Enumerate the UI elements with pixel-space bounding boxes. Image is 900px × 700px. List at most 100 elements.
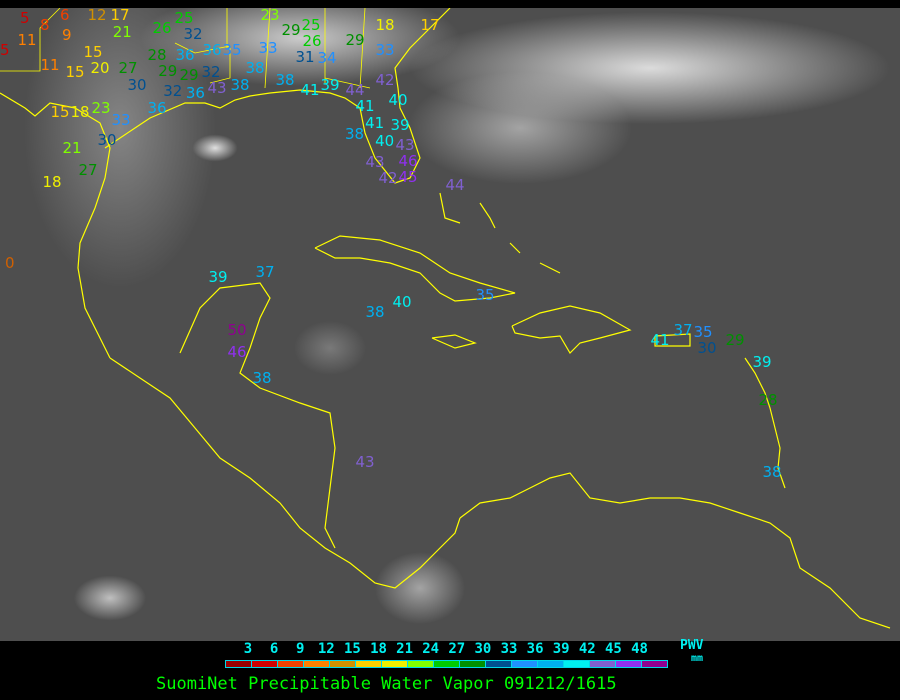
us-gulf-coast-east xyxy=(104,8,451,184)
legend-swatch xyxy=(512,661,538,667)
station-pwv-value: 35 xyxy=(693,322,713,341)
station-pwv-value: 17 xyxy=(420,15,440,34)
station-pwv-value: 26 xyxy=(302,31,322,50)
station-pwv-value: 42 xyxy=(375,70,395,89)
legend-swatch xyxy=(330,661,356,667)
central-america xyxy=(109,357,461,589)
station-pwv-value: 45 xyxy=(398,167,418,186)
station-pwv-value: 18 xyxy=(375,15,395,34)
station-pwv-value: 43 xyxy=(395,135,415,154)
station-pwv-value: 38 xyxy=(230,75,250,94)
station-pwv-value: 21 xyxy=(62,138,82,157)
station-pwv-value: 21 xyxy=(112,22,132,41)
station-pwv-value: 35 xyxy=(222,40,242,59)
legend-tick-label: 18 xyxy=(370,641,387,657)
station-pwv-value: 37 xyxy=(673,320,693,339)
station-pwv-value: 32 xyxy=(163,81,183,100)
south-america-coast xyxy=(459,472,891,629)
legend-swatch xyxy=(564,661,590,667)
station-pwv-value: 30 xyxy=(697,338,717,357)
legend-tick-label: 21 xyxy=(396,641,414,657)
caption: SuomiNet Precipitable Water Vapor 091212… xyxy=(156,674,617,694)
station-pwv-value: 38 xyxy=(365,302,385,321)
station-pwv-value: 15 xyxy=(50,102,70,121)
station-pwv-value: 42 xyxy=(378,168,398,187)
station-pwv-value: 23 xyxy=(260,8,280,24)
station-pwv-value: 27 xyxy=(118,58,138,77)
legend-swatch xyxy=(616,661,642,667)
legend-tick-label: 42 xyxy=(578,641,596,657)
station-pwv-value: 36 xyxy=(147,98,167,117)
legend-swatch xyxy=(408,661,434,667)
legend-swatch xyxy=(434,661,460,667)
station-pwv-value: 33 xyxy=(375,40,395,59)
legend-tick-label: 15 xyxy=(343,641,361,657)
state-borders xyxy=(0,8,371,89)
station-pwv-value: 26 xyxy=(152,18,172,37)
legend-swatch xyxy=(590,661,616,667)
station-pwv-value: 17 xyxy=(110,8,130,24)
legend-swatch xyxy=(356,661,382,667)
legend-unit-label: PWV xyxy=(680,638,704,653)
station-pwv-value: 11 xyxy=(40,55,60,74)
legend-unit-mm: mm xyxy=(691,653,704,664)
station-pwv-value: 40 xyxy=(392,292,412,311)
station-pwv-value: 43 xyxy=(355,452,375,471)
station-pwv-value: 39 xyxy=(752,352,772,371)
coastlines xyxy=(0,8,891,629)
station-pwv-value: 0 xyxy=(5,253,15,272)
legend-tick-label: 39 xyxy=(552,641,570,657)
station-pwv-value: 9 xyxy=(62,25,72,44)
station-pwv-value: 25 xyxy=(301,15,321,34)
station-pwv-value: 38 xyxy=(252,368,272,387)
hispaniola xyxy=(511,305,632,354)
station-pwv-value: 29 xyxy=(281,20,301,39)
legend-swatch xyxy=(226,661,252,667)
station-pwv-value: 12 xyxy=(87,8,107,24)
cuba xyxy=(314,235,516,302)
legend-tick-label: 24 xyxy=(422,641,440,657)
station-pwv-value: 6 xyxy=(60,8,70,24)
legend-tick-label: 30 xyxy=(474,641,492,657)
legend-tick-label: 45 xyxy=(604,641,622,657)
station-pwv-value: 46 xyxy=(227,342,247,361)
station-pwv-value: 20 xyxy=(90,58,110,77)
legend-swatch xyxy=(252,661,278,667)
station-pwv-value: 33 xyxy=(258,38,278,57)
yucatan-caribbean-coast xyxy=(179,282,336,549)
station-pwv-value: 36 xyxy=(175,45,195,64)
station-pwv-value: 36 xyxy=(185,83,205,102)
station-pwv-value: 41 xyxy=(650,330,670,349)
station-pwv-value: 50 xyxy=(227,320,247,339)
legend-tick-label: 48 xyxy=(631,641,648,657)
color-legend: 3 6 9 12 15 18 21 24 27 30 33 36 39 42 45 48 xyxy=(0,641,900,700)
station-pwv-value: 29 xyxy=(179,65,199,84)
station-pwv-value: 39 xyxy=(320,75,340,94)
station-pwv-value: 25 xyxy=(174,8,194,27)
legend-tick-label: 36 xyxy=(526,641,544,657)
station-pwv-value: 23 xyxy=(91,98,111,117)
station-pwv-value: 41 xyxy=(300,80,320,99)
station-pwv-value: 29 xyxy=(725,330,745,349)
legend-swatch xyxy=(304,661,330,667)
station-pwv-value: 18 xyxy=(70,102,90,121)
color-scale-bar xyxy=(225,660,668,668)
bahamas xyxy=(439,192,561,274)
legend-tick-label: 6 xyxy=(269,641,279,657)
legend-swatch xyxy=(538,661,564,667)
puerto-rico xyxy=(654,333,691,347)
station-pwv-value: 29 xyxy=(345,30,365,49)
legend-swatch xyxy=(460,661,486,667)
station-pwv-value: 35 xyxy=(475,285,495,304)
station-pwv-value: 28 xyxy=(758,390,778,409)
station-pwv-value: 30 xyxy=(97,130,117,149)
station-pwv-value: 29 xyxy=(158,61,178,80)
legend-tick-label: 12 xyxy=(317,641,335,657)
station-pwv-value: 5 xyxy=(20,8,30,27)
station-pwv-value: 27 xyxy=(78,160,98,179)
station-pwv-value: 44 xyxy=(345,80,365,99)
station-pwv-value: 43 xyxy=(365,152,385,171)
station-pwv-value: 15 xyxy=(83,42,103,61)
legend-swatch xyxy=(278,661,304,667)
